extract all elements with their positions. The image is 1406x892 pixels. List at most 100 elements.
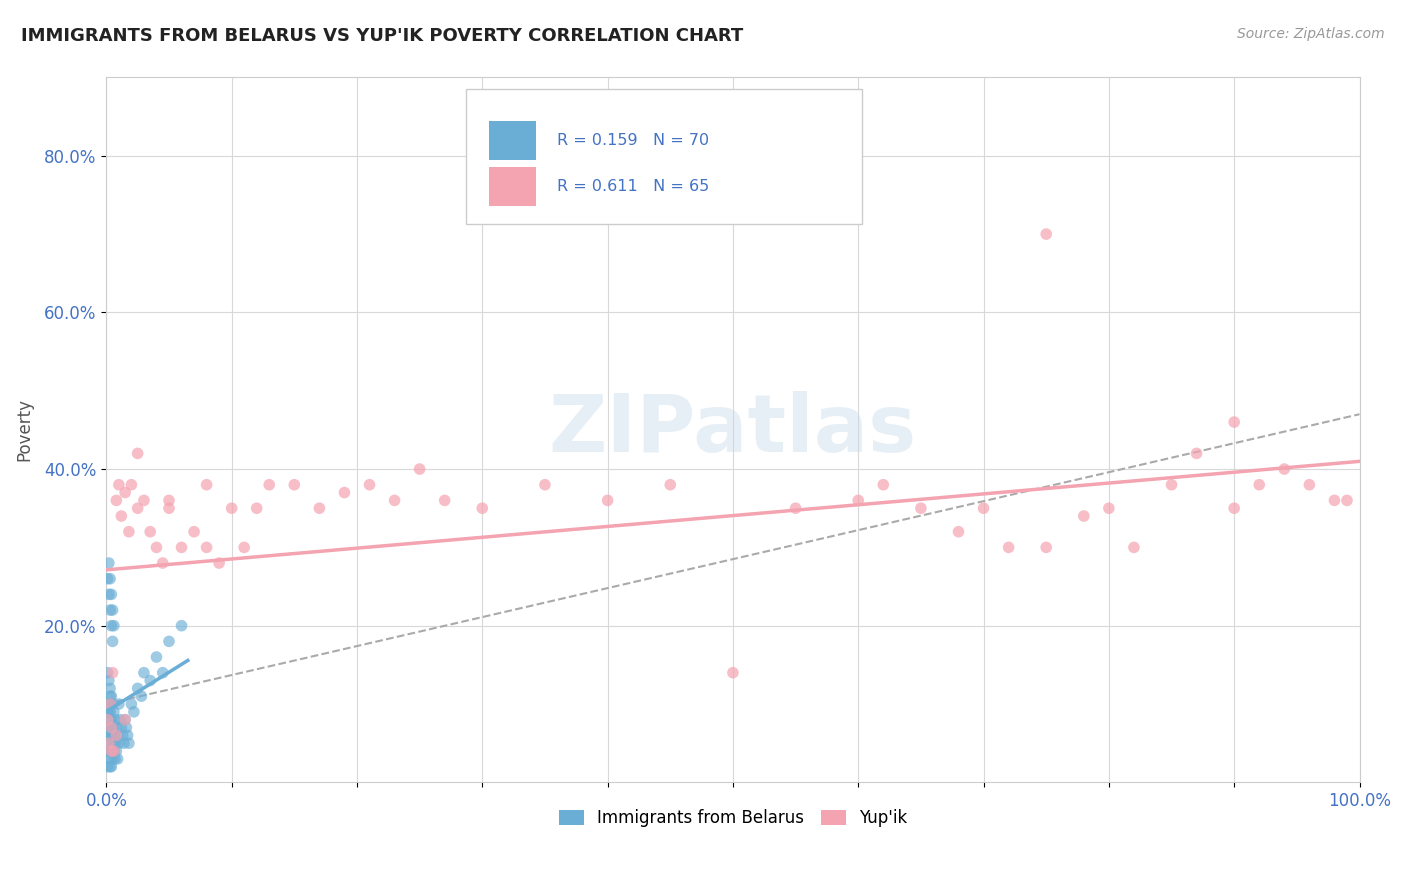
Point [145,541,167,555]
Point [98,681,121,696]
Point [283,477,305,491]
Point [1160,477,1182,491]
Point [1298,477,1320,491]
Point [100,744,122,758]
Point [117,728,139,742]
Point [122,705,145,719]
Point [97,713,120,727]
Point [103,705,125,719]
Point [1223,501,1246,516]
Point [108,736,131,750]
Point [100,760,122,774]
Point [471,501,494,516]
Point [98,728,121,742]
Point [104,713,127,727]
Point [139,673,162,688]
Point [120,477,142,491]
Point [101,603,124,617]
Point [108,697,131,711]
Point [257,477,280,491]
Point [127,446,149,460]
Text: R = 0.159   N = 70: R = 0.159 N = 70 [557,134,710,148]
Point [433,493,456,508]
Point [846,493,869,508]
Point [100,713,122,727]
Point [97,760,120,774]
Point [104,752,127,766]
Point [111,728,134,742]
Point [1035,227,1057,241]
Point [101,665,124,680]
Point [221,501,243,516]
Point [97,705,120,719]
Point [101,721,124,735]
Point [97,752,120,766]
Point [97,721,120,735]
Point [97,744,120,758]
Point [98,705,121,719]
Point [721,665,744,680]
Point [246,501,269,516]
Point [359,477,381,491]
Bar [488,168,536,206]
Point [97,665,120,680]
Point [195,541,218,555]
Point [103,728,125,742]
Point [105,721,128,735]
Point [98,603,121,617]
Point [997,541,1019,555]
Point [97,587,120,601]
Point [100,587,122,601]
Point [114,713,136,727]
Point [104,736,127,750]
Point [98,713,121,727]
Point [110,509,132,524]
Point [910,501,932,516]
Point [98,760,121,774]
Point [333,485,356,500]
Point [101,697,124,711]
Point [114,713,136,727]
Point [1223,415,1246,429]
Point [97,736,120,750]
Point [132,493,155,508]
Point [157,493,180,508]
Point [97,673,120,688]
Point [98,697,121,711]
Point [872,477,894,491]
Point [1098,501,1121,516]
Point [120,697,142,711]
Point [97,736,120,750]
Point [100,728,122,742]
Point [97,728,120,742]
Point [98,689,121,703]
Point [107,752,129,766]
Bar [488,121,536,161]
Point [152,665,174,680]
Point [131,689,153,703]
Point [105,493,128,508]
Point [105,728,128,742]
Point [101,736,124,750]
Point [108,713,131,727]
Point [97,697,120,711]
Point [103,744,125,758]
Point [118,736,141,750]
Point [1073,509,1095,524]
Point [100,618,122,632]
Text: ZIPatlas: ZIPatlas [548,391,917,469]
Point [1323,493,1346,508]
Point [948,524,970,539]
Point [145,650,167,665]
Point [1336,493,1358,508]
Point [127,681,149,696]
Point [973,501,995,516]
Point [127,501,149,516]
Point [132,665,155,680]
Text: IMMIGRANTS FROM BELARUS VS YUP'IK POVERTY CORRELATION CHART: IMMIGRANTS FROM BELARUS VS YUP'IK POVERT… [21,27,744,45]
Point [100,689,122,703]
Legend: Immigrants from Belarus, Yup'ik: Immigrants from Belarus, Yup'ik [553,803,914,834]
Point [170,541,193,555]
FancyBboxPatch shape [465,89,862,224]
Point [1035,541,1057,555]
